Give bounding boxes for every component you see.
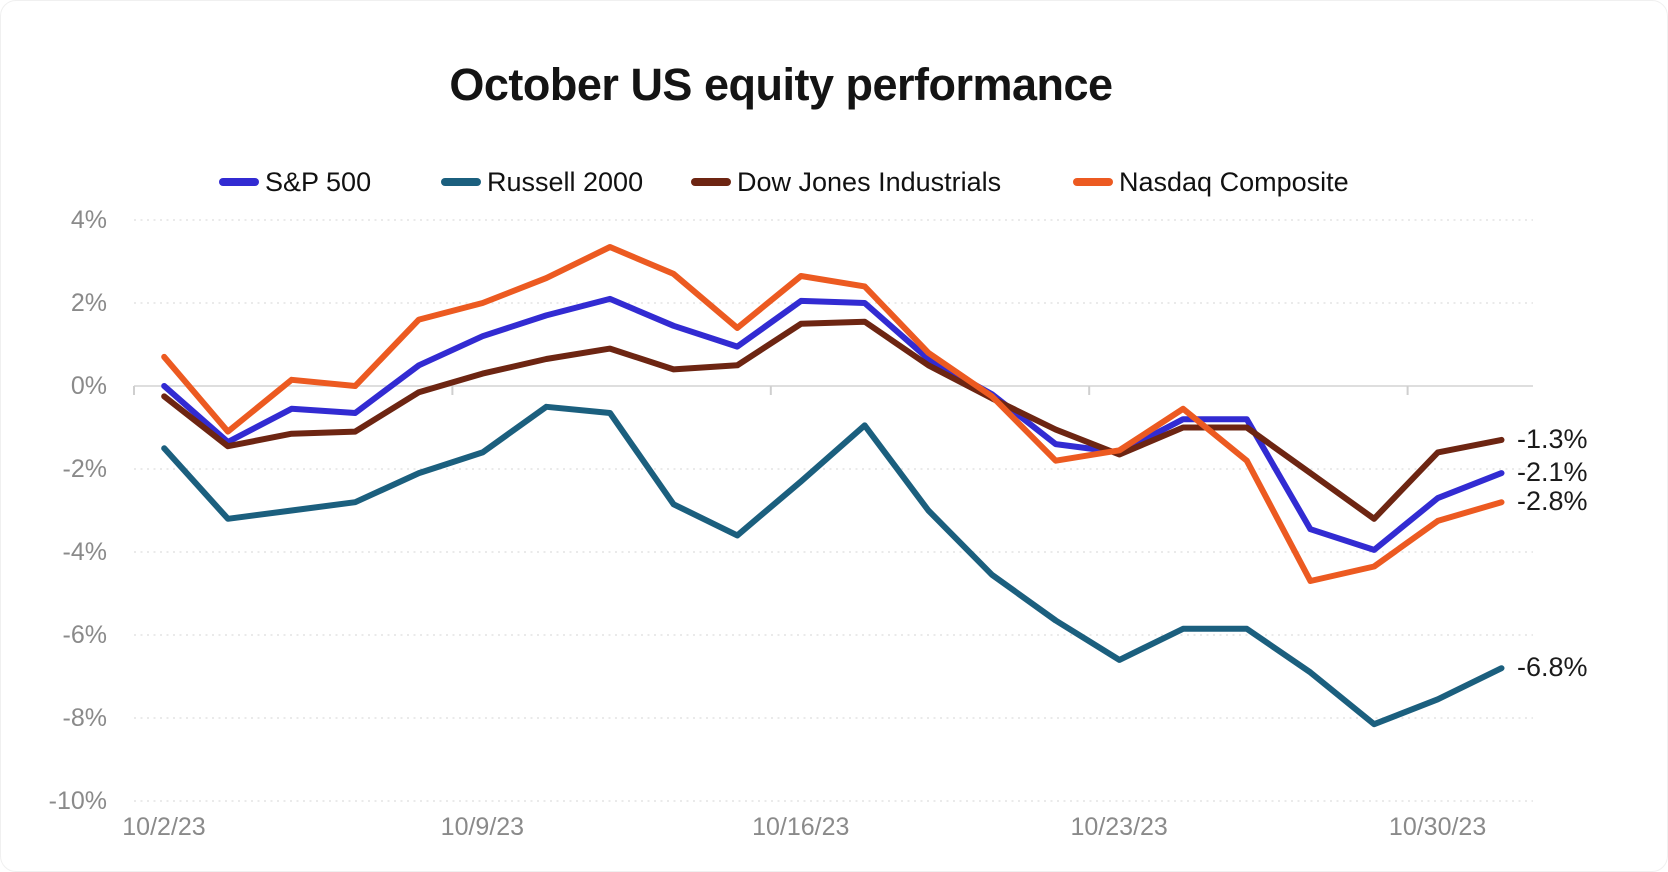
nasdaq-line-swatch-icon xyxy=(1073,178,1113,186)
legend-label-nasdaq: Nasdaq Composite xyxy=(1119,166,1349,197)
x-axis-tick-label: 10/30/23 xyxy=(1388,813,1487,841)
x-axis-tick-label: 10/23/23 xyxy=(1070,813,1168,841)
x-axis-tick-label: 10/16/23 xyxy=(752,813,850,841)
legend: S&P 500 Russell 2000 Dow Jones Industria… xyxy=(1,167,1667,197)
russell2000-line-swatch-icon xyxy=(441,178,481,186)
series-line-dow-jones-industrials xyxy=(161,318,1505,522)
legend-item-nasdaq: Nasdaq Composite xyxy=(1073,167,1349,197)
legend-item-sp500: S&P 500 xyxy=(219,167,371,197)
legend-label-sp500: S&P 500 xyxy=(265,166,372,197)
y-axis-tick-label: 4% xyxy=(70,206,107,234)
y-axis-tick-label: -2% xyxy=(62,455,107,483)
x-axis-tick-label: 10/2/23 xyxy=(122,813,206,841)
y-axis-tick-label: -4% xyxy=(62,538,107,566)
series-line-russell-2000 xyxy=(161,403,1505,728)
end-label-sp500: -2.1% xyxy=(1517,457,1588,488)
legend-label-russell2000: Russell 2000 xyxy=(487,166,644,197)
chart-title: October US equity performance xyxy=(449,59,1113,110)
y-axis-tick-label: -6% xyxy=(62,621,107,649)
series-line-nasdaq-composite xyxy=(161,244,1505,584)
x-axis-tick-label: 10/9/23 xyxy=(440,813,525,841)
end-label-dow: -1.3% xyxy=(1517,423,1588,454)
y-axis-tick-label: 0% xyxy=(70,372,107,400)
legend-item-russell2000: Russell 2000 xyxy=(441,167,643,197)
y-axis-tick-label: -10% xyxy=(48,787,107,815)
dow-line-swatch-icon xyxy=(691,178,731,186)
sp500-line-swatch-icon xyxy=(219,178,259,186)
end-label-russell2000: -6.8% xyxy=(1517,652,1588,683)
legend-label-dow: Dow Jones Industrials xyxy=(737,166,1002,197)
legend-item-dow: Dow Jones Industrials xyxy=(691,167,1001,197)
y-axis-tick-label: -8% xyxy=(62,704,107,732)
series-line-s-p-500 xyxy=(161,295,1505,553)
end-label-nasdaq: -2.8% xyxy=(1517,486,1588,517)
y-axis-tick-label: 2% xyxy=(70,289,107,317)
